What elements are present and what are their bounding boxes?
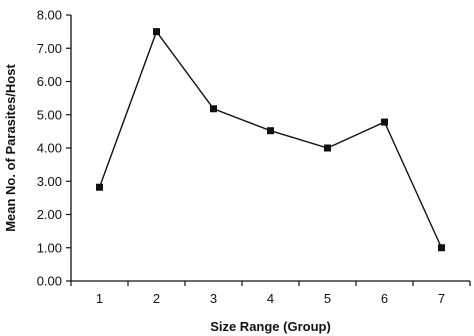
data-point: [153, 28, 160, 36]
data-point: [324, 144, 331, 152]
data-points: [96, 28, 445, 252]
y-axis-ticks: 0.00 1.00 2.00 3.00 4.00 5.00 6.00 7.00 8.00: [37, 8, 71, 289]
y-tick-label: 3.00: [37, 174, 62, 189]
y-tick-label: 0.00: [37, 274, 62, 289]
y-tick-label: 6.00: [37, 74, 62, 89]
x-tick-label: 3: [210, 291, 217, 306]
data-point: [96, 183, 103, 191]
data-point: [438, 244, 445, 252]
y-tick-label: 5.00: [37, 107, 62, 122]
x-tick-label: 7: [438, 291, 445, 306]
y-tick-label: 1.00: [37, 240, 62, 255]
x-tick-label: 6: [381, 291, 388, 306]
y-tick-label: 4.00: [37, 141, 62, 156]
x-axis-ticks: 1 2 3 4 5 6 7: [70, 281, 471, 306]
data-point: [210, 105, 217, 113]
y-tick-label: 7.00: [37, 41, 62, 56]
x-axis-title: Size Range (Group): [210, 319, 331, 334]
x-tick-label: 2: [153, 291, 160, 306]
y-axis-title: Mean No. of Parasites/Host: [3, 64, 18, 232]
y-tick-label: 8.00: [37, 8, 62, 23]
data-point: [267, 127, 274, 135]
data-point: [381, 118, 388, 126]
series-line: [98, 30, 443, 249]
x-tick-label: 1: [96, 291, 103, 306]
y-tick-label: 2.00: [37, 207, 62, 222]
x-tick-label: 4: [267, 291, 274, 306]
x-tick-label: 5: [324, 291, 331, 306]
